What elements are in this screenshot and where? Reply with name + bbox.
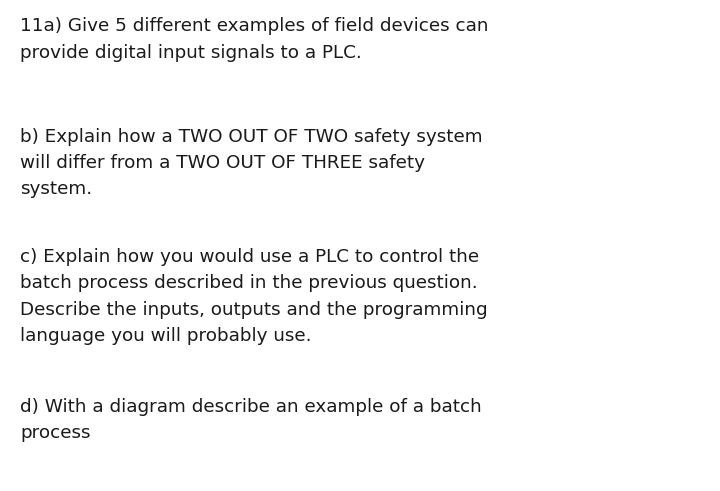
Text: 11a) Give 5 different examples of field devices can
provide digital input signal: 11a) Give 5 different examples of field … (20, 17, 489, 61)
Text: b) Explain how a TWO OUT OF TWO safety system
will differ from a TWO OUT OF THRE: b) Explain how a TWO OUT OF TWO safety s… (20, 128, 483, 198)
Text: d) With a diagram describe an example of a batch
process: d) With a diagram describe an example of… (20, 398, 482, 442)
Text: c) Explain how you would use a PLC to control the
batch process described in the: c) Explain how you would use a PLC to co… (20, 248, 487, 345)
